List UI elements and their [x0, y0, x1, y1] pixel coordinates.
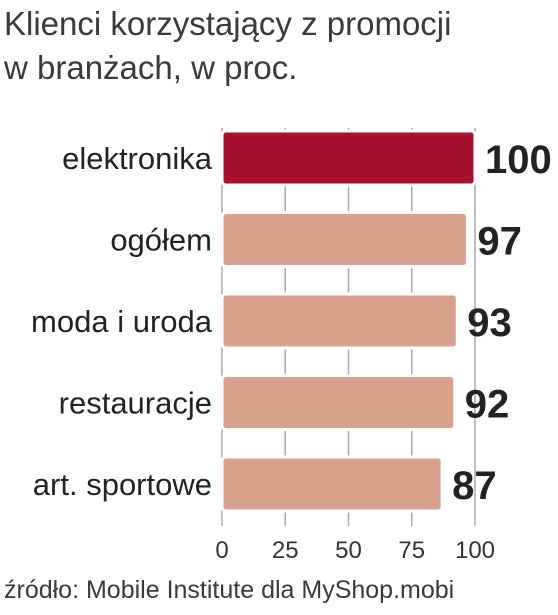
value-label: 93: [467, 301, 512, 345]
category-label: elektronika: [62, 141, 213, 176]
bar: [220, 374, 457, 431]
x-tick-label: 50: [335, 537, 362, 564]
value-label: 100: [485, 138, 552, 182]
bar-chart: elektronika ogółem moda i uroda restauracje…: [31, 128, 552, 564]
category-label: restauracje: [59, 386, 212, 421]
chart-title: Klienci korzystający z promocji w branża…: [4, 5, 452, 86]
x-axis-ticks: 0 25 50 75 100: [215, 537, 495, 564]
value-label: 92: [465, 383, 510, 427]
source-note: źródło: Mobile Institute dla MyShop.mobi: [4, 576, 455, 604]
bar: [220, 292, 459, 350]
category-label: ogółem: [110, 223, 212, 258]
bar: [220, 211, 469, 268]
bars: [220, 129, 477, 513]
category-label: moda i uroda: [31, 304, 213, 339]
x-tick-label: 75: [398, 537, 425, 564]
value-labels: 100 97 93 92 87: [452, 138, 552, 508]
bar: [220, 129, 477, 187]
x-tick-label: 100: [455, 537, 495, 564]
value-label: 87: [452, 464, 497, 508]
bar: [220, 455, 444, 513]
category-labels: elektronika ogółem moda i uroda restauracje…: [31, 141, 213, 502]
x-tick-label: 0: [215, 537, 228, 564]
category-label: art. sportowe: [33, 467, 212, 502]
value-label: 97: [477, 220, 522, 264]
x-tick-label: 25: [272, 537, 299, 564]
